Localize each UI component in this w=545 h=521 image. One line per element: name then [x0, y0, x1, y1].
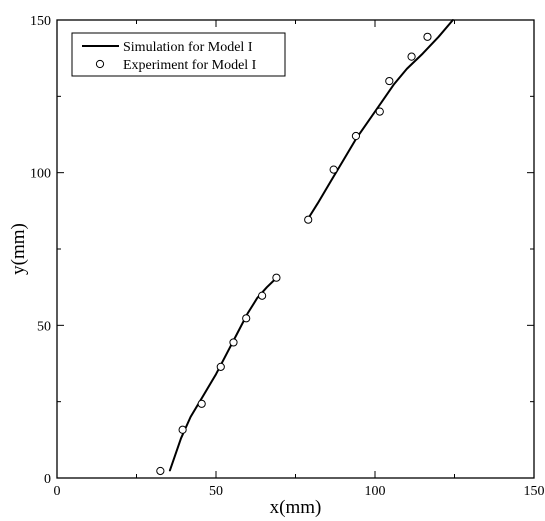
plot-frame	[56, 19, 535, 479]
y-tick-label: 100	[30, 167, 51, 182]
simulation-line-segment	[307, 19, 454, 220]
plot-area	[156, 19, 454, 476]
legend-label-simulation: Simulation for Model I	[123, 40, 253, 55]
x-tick-label: 0	[54, 484, 61, 499]
y-tick-label: 0	[44, 472, 51, 487]
experiment-point	[242, 314, 251, 323]
experiment-point	[272, 273, 281, 282]
x-tick-label: 50	[209, 484, 223, 499]
y-axis-title: y(mm)	[8, 223, 29, 275]
y-tick-label: 150	[30, 14, 51, 29]
experiment-point	[216, 362, 225, 371]
legend: Simulation for Model I Experiment for Mod…	[71, 32, 286, 77]
x-tick-label: 100	[365, 484, 386, 499]
experiment-point	[385, 76, 394, 86]
experiment-point	[329, 165, 338, 174]
experiment-point	[407, 52, 416, 61]
experiment-point	[156, 466, 165, 476]
experiment-point	[304, 215, 313, 224]
legend-box	[71, 32, 286, 77]
axes: 0 50 100 150 0 50 100 150	[30, 14, 545, 499]
legend-marker-swatch	[95, 59, 105, 69]
experiment-point	[229, 338, 238, 347]
legend-label-experiment: Experiment for Model I	[123, 58, 257, 73]
experiment-point	[178, 425, 187, 434]
x-axis-title: x(mm)	[270, 497, 322, 518]
experiment-point	[351, 131, 361, 141]
experiment-point	[258, 291, 267, 300]
experiment-point	[197, 399, 206, 408]
experiment-point	[423, 32, 432, 41]
x-tick-label: 150	[524, 484, 545, 499]
y-tick-label: 50	[37, 319, 51, 334]
simulation-line-segment	[168, 277, 278, 472]
experiment-point	[375, 107, 384, 116]
